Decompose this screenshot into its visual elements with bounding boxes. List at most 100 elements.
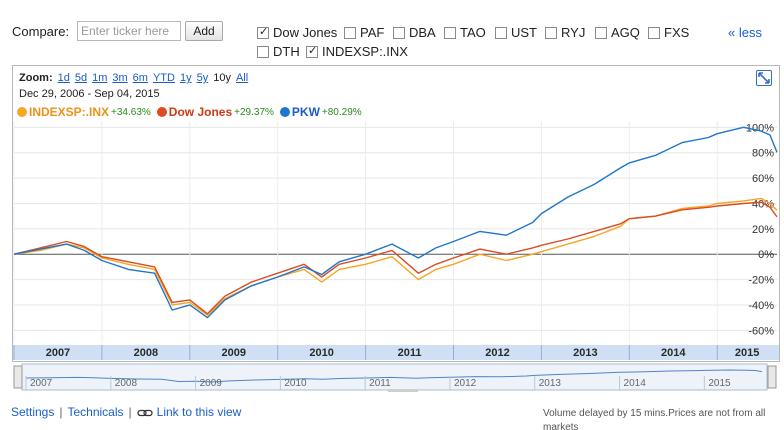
legend-name: INDEXSP:.INX [29, 105, 110, 119]
x-tick-label: 2010 [309, 347, 333, 359]
checkbox-agq[interactable]: AGQ [595, 25, 640, 40]
legend-dot [17, 107, 27, 117]
checkbox-fxs[interactable]: FXS [648, 25, 689, 40]
checkbox-box[interactable] [393, 26, 405, 39]
checkbox-dow-jones[interactable]: Dow Jones [257, 25, 337, 40]
zoom-1d[interactable]: 1d [57, 72, 70, 84]
checkbox-box[interactable] [344, 26, 356, 39]
y-tick-label: 100% [746, 122, 774, 134]
ticker-input[interactable] [77, 21, 181, 41]
legend-change: +29.37% [234, 106, 274, 118]
navigator-year-label: 2010 [284, 378, 307, 389]
checkbox-label: DBA [409, 25, 436, 40]
separator: | [128, 405, 132, 419]
date-range: Dec 29, 2006 - Sep 04, 2015 [19, 88, 160, 100]
price-chart[interactable]: 100% 80% 60% 40% 20% 0% -20% -40% -60% 2007 2008 20… [13, 121, 779, 361]
zoom-1y[interactable]: 1y [179, 72, 192, 84]
checkbox-box[interactable] [257, 25, 269, 39]
checkbox-ust[interactable]: UST [495, 25, 537, 40]
checkbox-label: PAF [360, 25, 385, 40]
y-tick-label: -20% [748, 275, 774, 287]
checkbox-label: TAO [460, 25, 486, 40]
checkbox-paf[interactable]: PAF [344, 25, 384, 40]
checkbox-ryj[interactable]: RYJ [545, 25, 585, 40]
navigator[interactable]: 2007 2008 2009 2010 2011 2012 2013 2014 2015 [12, 362, 780, 392]
separator: | [59, 405, 63, 419]
x-tick-label: 2009 [222, 347, 246, 359]
legend-dot [156, 107, 167, 117]
y-tick-label: 0% [758, 249, 774, 261]
chain-link-icon [136, 407, 153, 417]
zoom-5y[interactable]: 5y [196, 72, 209, 84]
expand-glyph [758, 72, 770, 84]
legend-item-dow-jones[interactable]: Dow Jones +29.37% [156, 105, 274, 119]
navigator-right-handle[interactable] [767, 365, 777, 389]
checkbox-box[interactable] [495, 26, 507, 39]
checkbox-label: FXS [664, 25, 690, 40]
navigator-year-label: 2008 [115, 378, 138, 389]
navigator-year-label: 2011 [369, 378, 391, 389]
zoom-1m[interactable]: 1m [92, 72, 108, 84]
y-tick-label: 20% [752, 224, 774, 236]
y-tick-label: 40% [752, 198, 774, 210]
checkbox-label: UST [511, 25, 537, 40]
zoom-5d[interactable]: 5d [74, 72, 88, 84]
navigator-year-label: 2015 [708, 378, 731, 389]
checkbox-box[interactable] [306, 44, 318, 58]
link-to-view[interactable]: Link to this view [156, 405, 242, 419]
less-link[interactable]: « less [728, 25, 762, 40]
checkbox-label: INDEXSP:.INX [322, 44, 408, 59]
legend-dot [279, 107, 290, 117]
legend-item-pkw[interactable]: PKW +80.29% [279, 105, 362, 119]
series-line[interactable] [13, 201, 778, 315]
footer-links: Settings | Technicals | Link to this vie… [11, 405, 241, 419]
zoom-10y-selected: 10y [213, 72, 231, 84]
checkbox-box[interactable] [545, 26, 557, 39]
navigator-year-label: 2013 [539, 378, 562, 389]
expand-icon[interactable] [756, 70, 772, 86]
chart-panel: Zoom: 1d 5d 1m 3m 6m YTD 1y 5y 10y All D… [12, 65, 780, 362]
navigator-grip[interactable] [388, 389, 418, 392]
y-tick-label: -60% [748, 325, 774, 337]
y-tick-label: 80% [752, 148, 774, 160]
navigator-window[interactable] [21, 363, 768, 391]
zoom-ytd[interactable]: YTD [152, 72, 175, 84]
zoom-all[interactable]: All [235, 72, 249, 84]
navigator-left-handle[interactable] [13, 365, 23, 389]
y-tick-label: -40% [748, 300, 774, 312]
checkbox-box[interactable] [595, 26, 607, 39]
checkbox-label: RYJ [561, 25, 586, 40]
add-ticker-button[interactable]: Add [185, 21, 223, 41]
x-tick-label: 2011 [398, 347, 422, 359]
navigator-series [25, 369, 763, 383]
zoom-3m[interactable]: 3m [112, 72, 128, 84]
checkbox-dba[interactable]: DBA [393, 25, 436, 40]
checkbox-box[interactable] [648, 26, 660, 39]
checkbox-label: Dow Jones [273, 25, 338, 40]
y-tick-label: 60% [752, 173, 774, 185]
zoom-label: Zoom: [19, 72, 53, 84]
checkbox-box[interactable] [257, 45, 269, 58]
checkbox-dth[interactable]: DTH [257, 44, 300, 59]
legend-name: Dow Jones [168, 105, 233, 119]
technicals-link[interactable]: Technicals [67, 405, 124, 419]
legend-item-indexsp[interactable]: INDEXSP:.INX +34.63% [17, 105, 151, 119]
checkbox-label: AGQ [611, 25, 640, 40]
checkbox-box[interactable] [444, 26, 456, 39]
checkbox-tao[interactable]: TAO [444, 25, 486, 40]
zoom-6m[interactable]: 6m [132, 72, 148, 84]
x-tick-label: 2007 [46, 347, 70, 359]
navigator-year-label: 2012 [454, 378, 477, 389]
x-tick-label: 2013 [573, 347, 597, 359]
series-line[interactable] [13, 126, 778, 319]
x-tick-label: 2014 [661, 347, 686, 359]
checkbox-indexsp[interactable]: INDEXSP:.INX [306, 44, 408, 59]
chart-legend: INDEXSP:.INX +34.63% Dow Jones +29.37% P… [17, 105, 368, 119]
x-tick-label: 2008 [134, 347, 158, 359]
legend-change: +80.29% [321, 106, 362, 118]
settings-link[interactable]: Settings [11, 405, 55, 419]
legend-change: +34.63% [111, 106, 151, 118]
navigator-strip[interactable]: 2007 2008 2009 2010 2011 2012 2013 2014 2015 [12, 362, 780, 392]
series-line[interactable] [13, 197, 778, 316]
delay-notice: Volume delayed by 15 mins.Prices are not… [543, 408, 766, 430]
